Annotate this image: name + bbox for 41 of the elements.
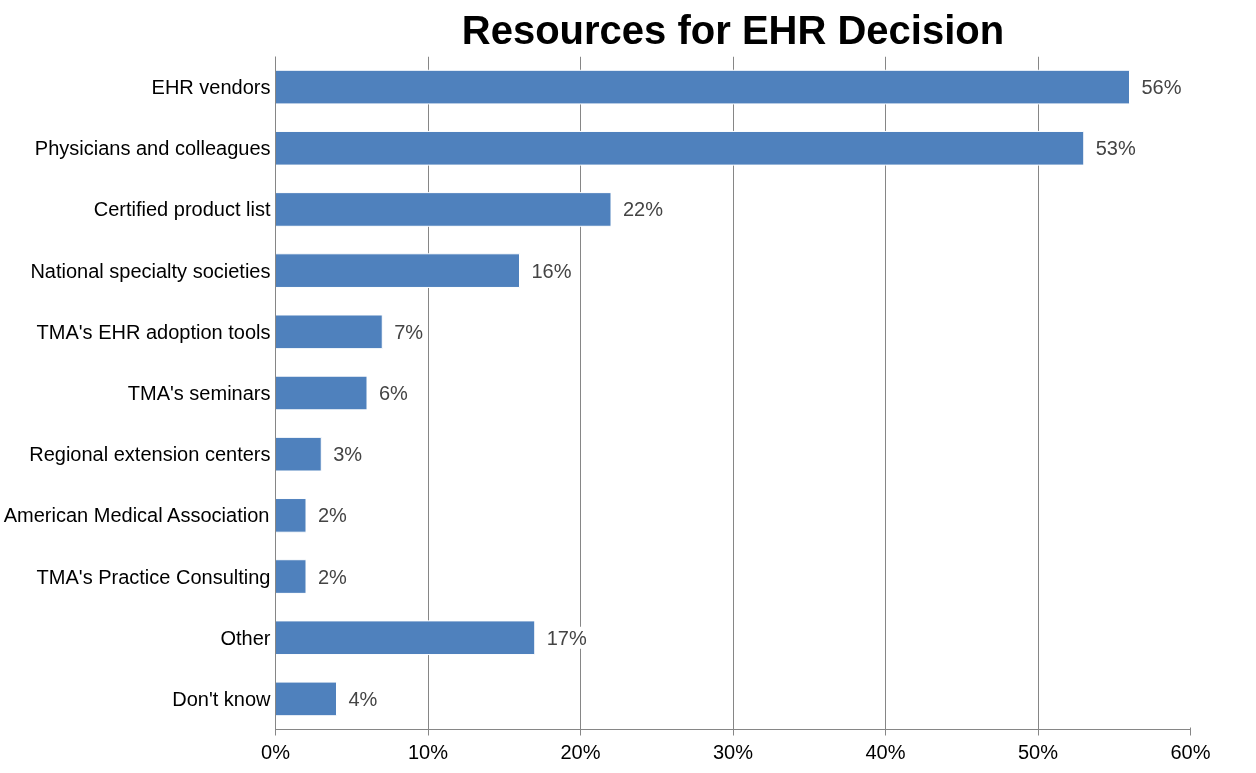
data-label: 16% [531, 259, 572, 282]
x-tick-label: 50% [1017, 740, 1059, 763]
bar [275, 375, 368, 411]
data-label: 4% [348, 687, 378, 710]
y-tick-label: Don't know [172, 687, 272, 710]
bar [275, 192, 612, 227]
x-tick-label: 20% [560, 740, 601, 763]
y-tick-label: Physicians and colleagues [34, 137, 271, 160]
data-label: 2% [318, 565, 348, 588]
bar [275, 436, 322, 472]
y-tick-label: EHR vendors [151, 76, 271, 99]
y-tick-label: TMA's EHR adoption tools [36, 320, 271, 343]
bar [275, 69, 1130, 105]
x-tick-label: 10% [407, 740, 449, 763]
y-tick-label: American Medical Association [3, 504, 270, 527]
x-tick-label: 0% [261, 740, 291, 763]
data-label: 56% [1141, 76, 1182, 99]
bar [275, 498, 307, 533]
y-tick-label: Regional extension centers [29, 443, 271, 466]
data-label: 17% [546, 626, 587, 649]
bar [275, 620, 536, 656]
data-label: 22% [623, 198, 664, 221]
bar [275, 314, 383, 350]
x-tick-label: 60% [1170, 740, 1211, 763]
data-label: 3% [333, 443, 363, 466]
x-tick-label: 40% [865, 740, 906, 763]
y-tick-label: Certified product list [93, 198, 271, 221]
data-label: 2% [318, 504, 348, 527]
y-tick-label: National specialty societies [30, 259, 271, 282]
bar [275, 130, 1085, 166]
chart-title: Resources for EHR Decision [461, 7, 1005, 52]
data-label: 7% [394, 320, 424, 343]
y-tick-label: Other [220, 626, 271, 649]
bar [275, 559, 307, 594]
data-label: 53% [1095, 137, 1136, 160]
y-tick-label: TMA's seminars [127, 382, 271, 404]
x-tick-label: 30% [712, 740, 754, 763]
bar [275, 681, 337, 717]
bar [275, 253, 520, 288]
data-label: 6% [379, 382, 409, 404]
y-tick-label: TMA's Practice Consulting [36, 565, 271, 588]
